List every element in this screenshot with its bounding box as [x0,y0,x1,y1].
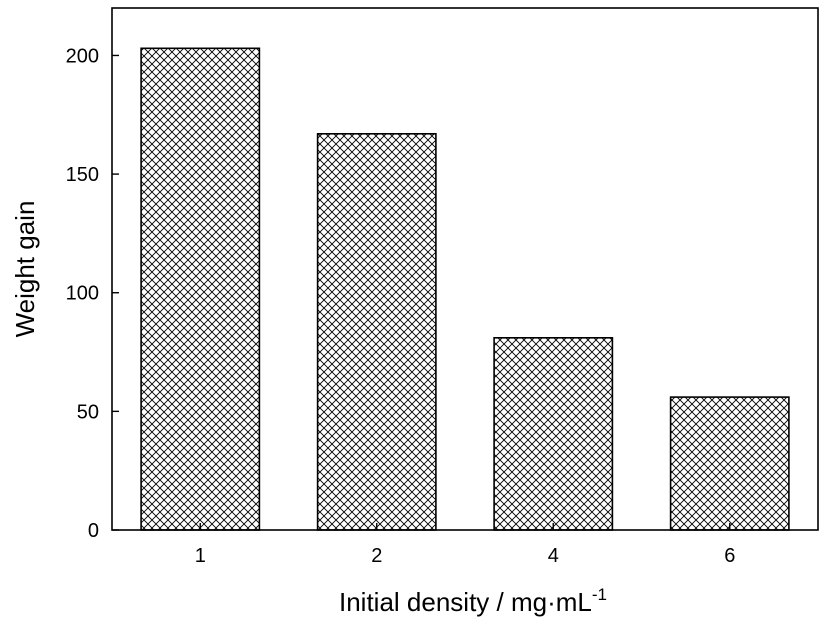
y-tick-label-0: 0 [88,520,99,542]
y-tick-label-150: 150 [66,164,99,186]
y-tick-label-50: 50 [77,401,99,423]
y-axis-label: Weight gain [10,201,40,338]
y-tick-label-200: 200 [66,45,99,67]
bars-layer [140,47,790,531]
x-tick-label-1: 1 [195,545,206,567]
bar-6 [669,396,790,531]
x-axis-label-main: Initial density / mg·mL [339,587,592,617]
bar-1 [140,47,261,531]
y-tick-label-100: 100 [66,283,99,305]
x-tick-label-4: 4 [548,545,559,567]
bar-4 [493,336,614,531]
x-axis-label-superscript: -1 [592,585,607,604]
x-axis-label: Initial density / mg·mL-1 [339,585,607,617]
plot-area-frame [111,7,819,531]
x-tick-label-2: 2 [371,545,382,567]
bar-2 [316,133,437,531]
x-tick-label-6: 6 [724,545,735,567]
ticks-layer: 1 2 4 6 0 50 100 150 200 [66,45,736,567]
